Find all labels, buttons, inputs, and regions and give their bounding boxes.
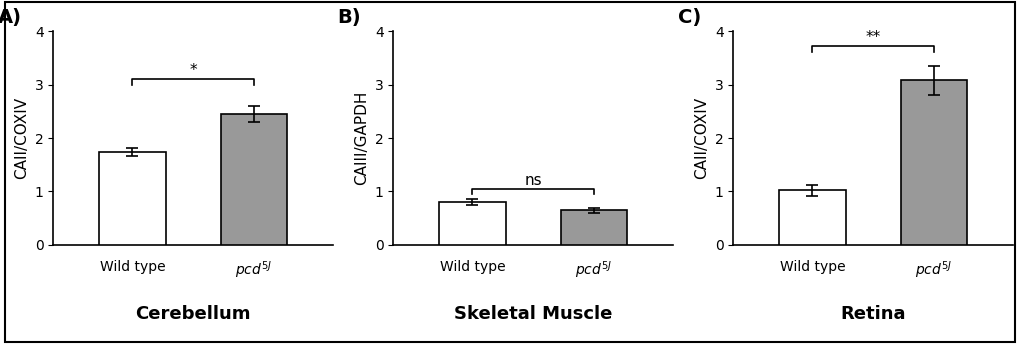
Text: A): A) bbox=[0, 8, 21, 27]
Text: B): B) bbox=[337, 8, 361, 27]
Bar bbox=[560, 210, 627, 245]
Text: $\it{pcd}^{5J}$: $\it{pcd}^{5J}$ bbox=[235, 260, 272, 281]
Text: Skeletal Muscle: Skeletal Muscle bbox=[453, 305, 611, 323]
Text: ns: ns bbox=[524, 173, 541, 188]
Bar bbox=[220, 114, 287, 245]
Y-axis label: CAII/COXIV: CAII/COXIV bbox=[694, 97, 708, 179]
Text: *: * bbox=[190, 63, 197, 78]
Y-axis label: CAII/COXIV: CAII/COXIV bbox=[14, 97, 30, 179]
Text: $\it{pcd}^{5J}$: $\it{pcd}^{5J}$ bbox=[575, 260, 612, 281]
Text: **: ** bbox=[865, 30, 880, 45]
Y-axis label: CAIII/GAPDH: CAIII/GAPDH bbox=[354, 91, 369, 185]
Bar bbox=[900, 80, 966, 245]
Bar bbox=[99, 152, 166, 245]
Bar bbox=[438, 202, 505, 245]
Text: Wild type: Wild type bbox=[439, 260, 504, 274]
Bar bbox=[779, 191, 845, 245]
Text: Wild type: Wild type bbox=[100, 260, 165, 274]
Text: Wild type: Wild type bbox=[779, 260, 845, 274]
Text: $\it{pcd}^{5J}$: $\it{pcd}^{5J}$ bbox=[915, 260, 952, 281]
Text: Retina: Retina bbox=[840, 305, 905, 323]
Text: Cerebellum: Cerebellum bbox=[136, 305, 251, 323]
Text: C): C) bbox=[677, 8, 700, 27]
